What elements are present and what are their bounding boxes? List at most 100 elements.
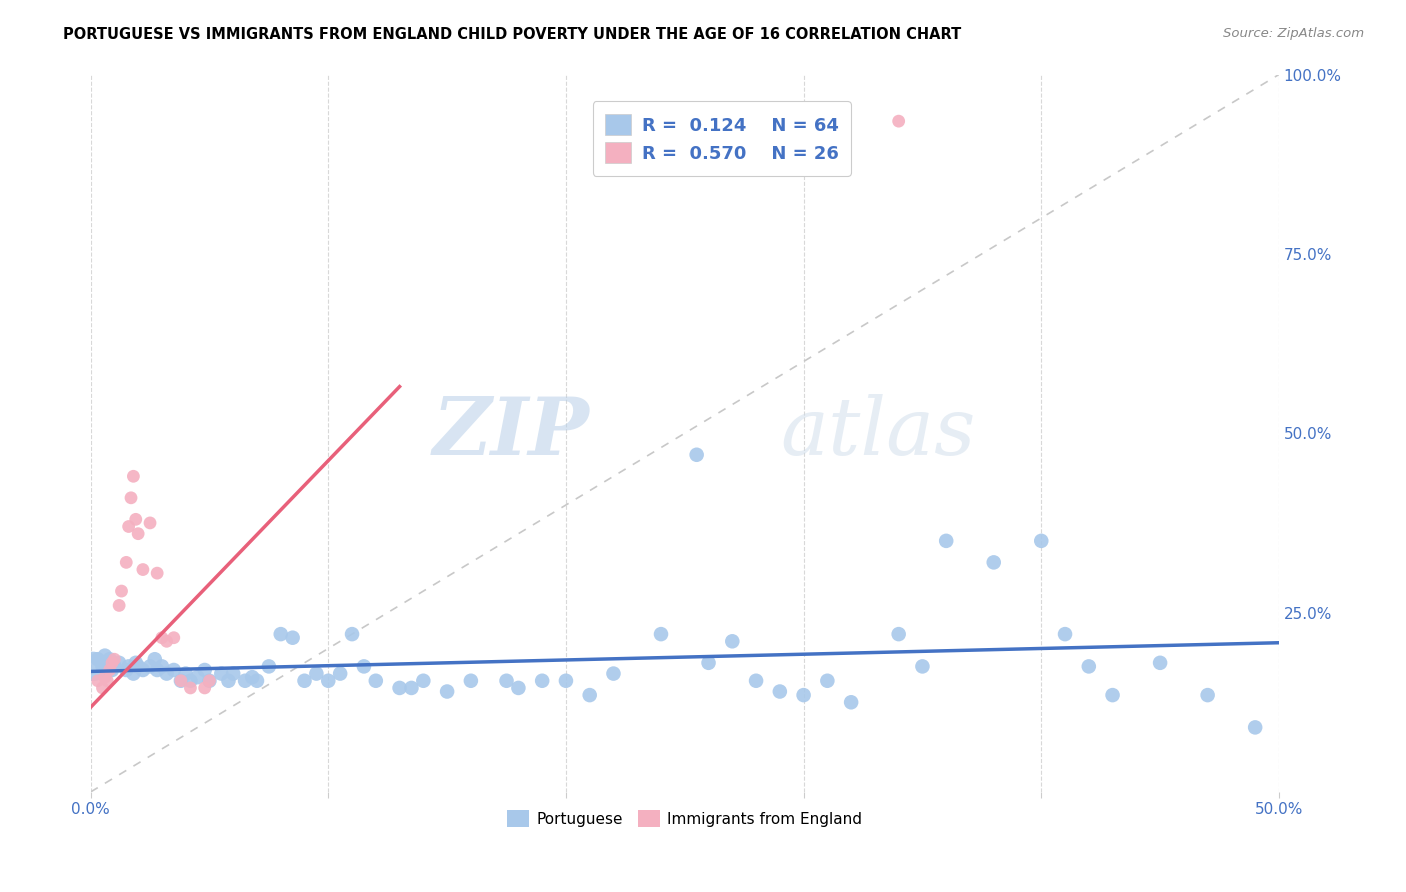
Point (163, 631, 186, 645)
Text: PORTUGUESE VS IMMIGRANTS FROM ENGLAND CHILD POVERTY UNDER THE AGE OF 16 CORRELAT: PORTUGUESE VS IMMIGRANTS FROM ENGLAND CH… (63, 27, 962, 42)
Point (122, 666, 145, 681)
Point (340, 627, 363, 641)
Point (353, 659, 375, 673)
Point (87, 673, 110, 688)
Point (209, 666, 232, 681)
Point (1077, 659, 1099, 673)
Point (132, 663, 155, 677)
Point (96, 673, 118, 688)
Point (179, 681, 201, 695)
Point (793, 688, 815, 702)
Point (412, 673, 434, 688)
Point (127, 659, 149, 673)
Point (839, 695, 862, 709)
Point (1149, 656, 1171, 670)
Point (127, 526, 149, 541)
Point (91, 681, 114, 695)
Point (983, 555, 1005, 569)
Point (364, 673, 387, 688)
Point (1101, 688, 1123, 702)
Point (110, 584, 132, 599)
Point (146, 566, 169, 581)
Point (132, 563, 155, 577)
Point (108, 599, 131, 613)
Point (101, 656, 124, 670)
Point (194, 681, 217, 695)
Point (436, 684, 458, 698)
Point (887, 114, 910, 128)
Text: atlas: atlas (780, 394, 976, 472)
Point (156, 634, 179, 648)
Point (495, 673, 517, 688)
Point (120, 491, 142, 505)
Point (101, 663, 124, 677)
Point (887, 627, 910, 641)
Point (91, 659, 114, 673)
Point (233, 673, 256, 688)
Point (108, 656, 131, 670)
Point (388, 681, 411, 695)
Point (117, 519, 139, 533)
Point (156, 666, 179, 681)
Point (578, 688, 600, 702)
Point (217, 673, 239, 688)
Point (246, 673, 269, 688)
Point (187, 670, 209, 684)
Point (146, 663, 169, 677)
Point (1244, 720, 1267, 734)
Point (163, 663, 186, 677)
Point (174, 666, 197, 681)
Point (198, 673, 221, 688)
Point (305, 666, 328, 681)
Point (198, 673, 221, 688)
Point (935, 533, 957, 548)
Point (602, 666, 624, 681)
Point (685, 448, 707, 462)
Point (721, 634, 744, 648)
Point (769, 684, 792, 698)
Point (401, 681, 423, 695)
Point (103, 659, 125, 673)
Point (125, 656, 148, 670)
Point (139, 659, 162, 673)
Point (222, 666, 245, 681)
Point (98, 663, 121, 677)
Point (281, 631, 304, 645)
Point (745, 673, 768, 688)
Point (103, 652, 125, 666)
Point (508, 681, 530, 695)
Point (122, 469, 145, 483)
Point (115, 555, 138, 569)
Point (98, 652, 121, 666)
Text: Source: ZipAtlas.com: Source: ZipAtlas.com (1223, 27, 1364, 40)
Point (531, 673, 554, 688)
Point (94, 648, 117, 663)
Point (697, 656, 720, 670)
Point (194, 663, 217, 677)
Point (1053, 627, 1076, 641)
Point (139, 516, 162, 530)
Point (143, 652, 166, 666)
Point (150, 659, 173, 673)
Legend: Portuguese, Immigrants from England: Portuguese, Immigrants from England (499, 803, 870, 835)
Point (117, 659, 139, 673)
Point (650, 627, 672, 641)
Text: ZIP: ZIP (433, 394, 589, 472)
Point (555, 673, 578, 688)
Point (911, 659, 934, 673)
Point (150, 631, 173, 645)
Point (170, 673, 193, 688)
Point (115, 663, 138, 677)
Point (170, 673, 193, 688)
Point (270, 627, 292, 641)
Point (1031, 533, 1053, 548)
Point (82, 659, 104, 673)
Point (94, 670, 117, 684)
Point (1197, 688, 1219, 702)
Point (240, 670, 263, 684)
Point (460, 673, 482, 688)
Point (329, 666, 352, 681)
Point (294, 673, 316, 688)
Point (125, 512, 148, 526)
Point (815, 673, 838, 688)
